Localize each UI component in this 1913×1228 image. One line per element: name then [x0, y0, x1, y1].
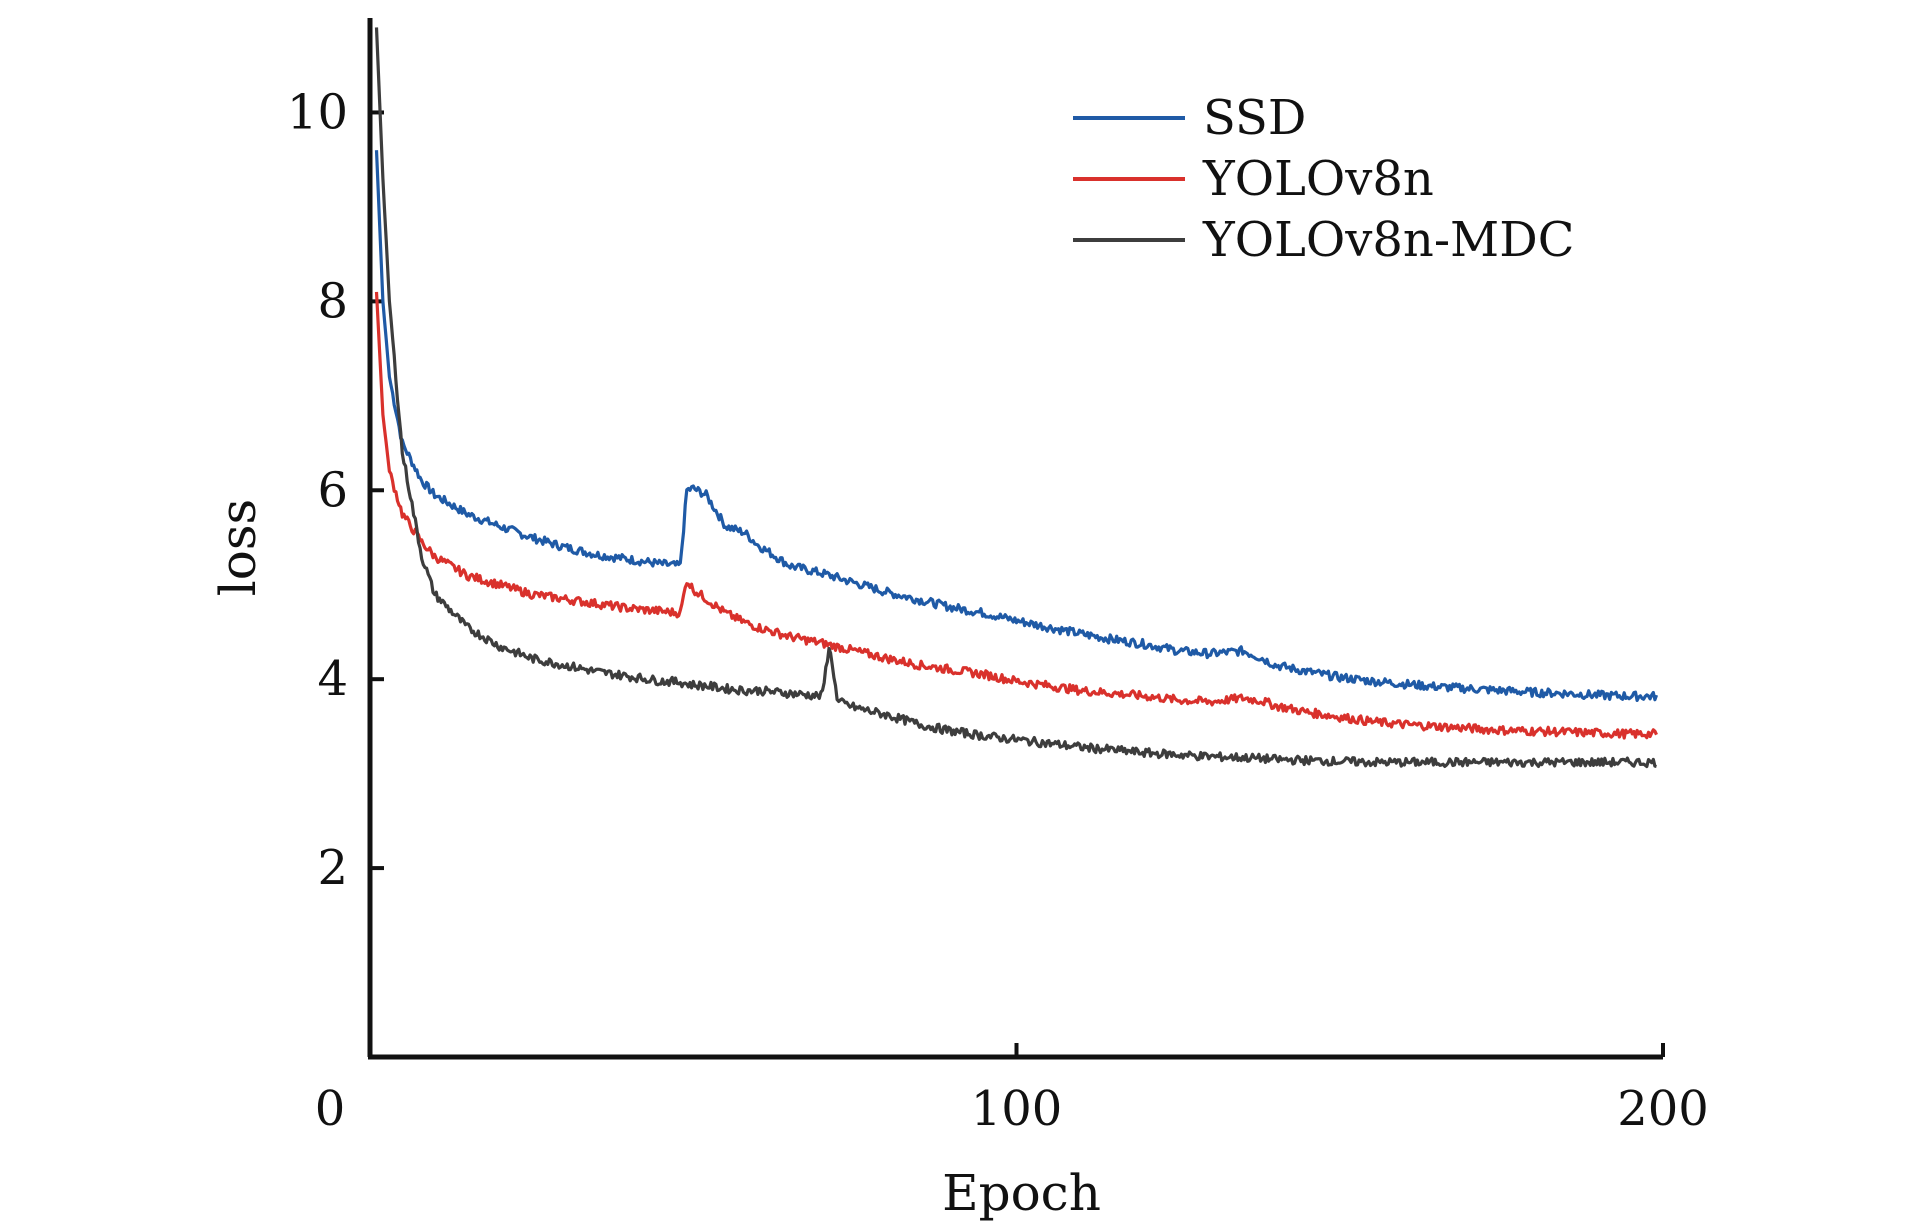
x-axis-label: Epoch	[942, 1164, 1101, 1222]
legend-label: YOLOv8n	[1202, 151, 1434, 207]
series-line-1	[374, 291, 1658, 740]
x-tick-label: 200	[1617, 1081, 1709, 1137]
legend-label: SSD	[1203, 90, 1306, 146]
x-tick-label: 0	[315, 1081, 346, 1137]
y-tick-label: 2	[317, 840, 348, 896]
y-tick-label: 10	[287, 84, 348, 140]
series-line-0	[374, 150, 1659, 702]
series-line-2	[374, 27, 1657, 769]
x-tick-label: 100	[971, 1081, 1063, 1137]
y-tick-label: 6	[317, 462, 348, 518]
y-tick-label: 4	[317, 651, 348, 707]
legend-label: YOLOv8n-MDC	[1202, 212, 1574, 268]
y-tick-label: 8	[317, 273, 348, 329]
series-lines	[374, 27, 1659, 769]
y-axis-label: loss	[209, 499, 267, 596]
